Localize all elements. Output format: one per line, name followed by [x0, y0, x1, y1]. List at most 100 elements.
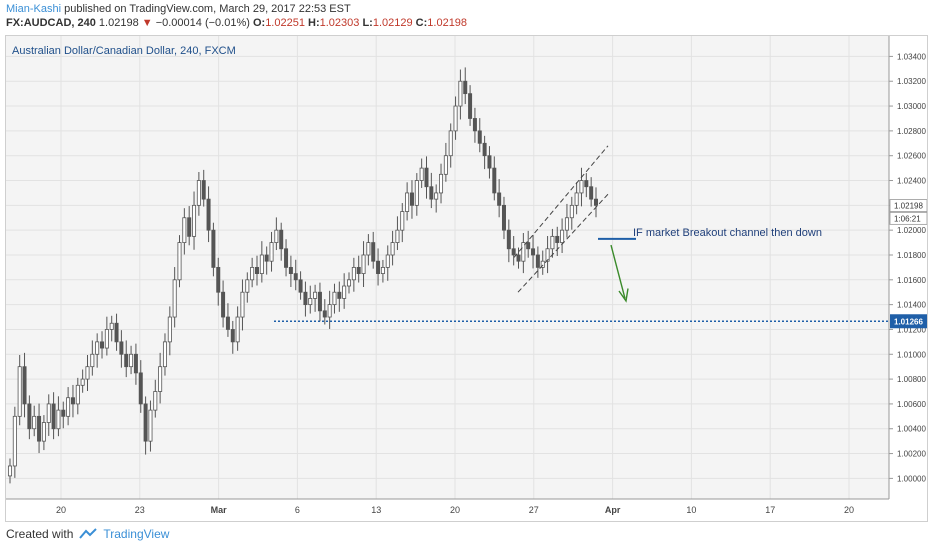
candle-body — [211, 229, 216, 268]
candle-body — [85, 366, 90, 380]
candle-body — [356, 266, 361, 275]
candle-body — [351, 266, 356, 281]
candle-body — [492, 167, 497, 194]
candle-body — [162, 341, 167, 368]
candle-body — [487, 155, 492, 169]
candle-body — [80, 378, 85, 386]
y-tick-label: 1.02600 — [897, 152, 926, 161]
candle-body — [409, 192, 414, 206]
y-tick-label: 1.02000 — [897, 226, 926, 235]
candle-body — [254, 266, 259, 275]
candle-body — [192, 204, 197, 237]
candle-body — [434, 192, 439, 200]
candle-body — [347, 279, 352, 287]
candle-body — [332, 291, 337, 306]
x-tick-label: Mar — [211, 505, 228, 515]
y-tick-label: 1.00800 — [897, 375, 926, 384]
y-tick-label: 1.01000 — [897, 350, 926, 359]
low-label: L: — [362, 17, 373, 29]
x-tick-label: 20 — [56, 505, 66, 515]
candle-body — [400, 211, 405, 231]
candle-body — [153, 391, 158, 411]
price-chart[interactable]: 20 23 Mar 6 13 20 27 Apr 10 17 20 1.03400 1.03200 1.0… — [6, 36, 928, 521]
candle-body — [138, 372, 143, 405]
candle-body — [594, 198, 599, 206]
down-triangle-icon: ▼ — [141, 17, 153, 29]
candle-body — [501, 204, 506, 231]
candle-body — [477, 130, 482, 144]
candle-body — [46, 403, 51, 423]
candle-body — [540, 260, 545, 268]
candle-body — [535, 254, 540, 268]
candle-body — [133, 353, 138, 374]
candle-body — [119, 341, 124, 355]
candle-body — [114, 322, 119, 343]
candle-body — [337, 291, 342, 299]
candle-body — [293, 273, 298, 281]
y-tick-label: 1.03400 — [897, 52, 926, 61]
price-label: 1.02198 — [894, 202, 923, 211]
low-value: 1.02129 — [372, 17, 413, 29]
candle-body — [284, 248, 289, 268]
candle-body — [380, 266, 385, 275]
close-label: C: — [415, 17, 428, 29]
candle-body — [259, 254, 264, 275]
y-tick-label: 1.01200 — [897, 325, 926, 334]
candle-body — [584, 180, 589, 188]
candle-body — [288, 266, 293, 275]
y-tick-label: 1.00200 — [897, 450, 926, 459]
published-text: published on TradingView.com, March 29, … — [64, 3, 351, 15]
candle-body — [419, 167, 424, 181]
candle-body — [66, 397, 71, 417]
candle-body — [376, 260, 381, 275]
chart-frame[interactable]: 20 23 Mar 6 13 20 27 Apr 10 17 20 1.03400 1.03200 1.0… — [5, 35, 928, 522]
candle-body — [317, 291, 322, 312]
y-tick-label: 1.00000 — [897, 474, 926, 483]
candle-body — [531, 248, 536, 256]
x-tick-label: 13 — [371, 505, 381, 515]
candle-body — [564, 217, 569, 231]
candle-body — [458, 80, 463, 107]
candle-body — [264, 254, 269, 262]
plot-background — [6, 36, 889, 499]
candle-body — [196, 180, 201, 206]
candle-body — [235, 316, 240, 343]
y-tick-label: 1.00600 — [897, 400, 926, 409]
x-tick-label: 17 — [765, 505, 775, 515]
candle-body — [37, 415, 42, 442]
candle-body — [274, 229, 279, 243]
candle-body — [472, 118, 477, 132]
candle-body — [308, 298, 313, 306]
candle-body — [201, 180, 206, 200]
candle-body — [109, 322, 114, 330]
candle-body — [439, 173, 444, 194]
candle-body — [405, 192, 410, 212]
candle-body — [443, 155, 448, 175]
candle-body — [313, 291, 318, 299]
y-tick-label: 1.01800 — [897, 251, 926, 260]
candle-body — [371, 242, 376, 262]
candle-body — [453, 105, 458, 132]
tradingview-brand-link[interactable]: TradingView — [103, 527, 170, 541]
arrow-down-icon — [618, 288, 629, 303]
candle-body — [225, 316, 230, 330]
y-tick-label: 1.00400 — [897, 425, 926, 434]
candle-body — [12, 415, 17, 467]
candle-body — [516, 254, 521, 262]
candle-body — [555, 235, 560, 243]
candle-body — [95, 341, 100, 355]
candle-body — [506, 229, 511, 250]
candle-body — [187, 217, 192, 237]
candle-body — [497, 192, 502, 206]
y-tick-label: 1.01600 — [897, 276, 926, 285]
y-tick-label: 1.02400 — [897, 177, 926, 186]
candle-body — [448, 130, 453, 157]
candle-body — [8, 465, 13, 477]
author-link[interactable]: Mian-Kashi — [6, 3, 62, 15]
candle-body — [22, 366, 27, 405]
candle-body — [148, 409, 153, 442]
arrow-shaft — [610, 244, 626, 299]
chart-title: Australian Dollar/Canadian Dollar, 240, … — [12, 45, 236, 57]
quote-line: FX:AUDCAD, 240 1.02198 ▼ −0.00014 (−0.01… — [6, 17, 467, 29]
y-tick-label: 1.03000 — [897, 102, 926, 111]
